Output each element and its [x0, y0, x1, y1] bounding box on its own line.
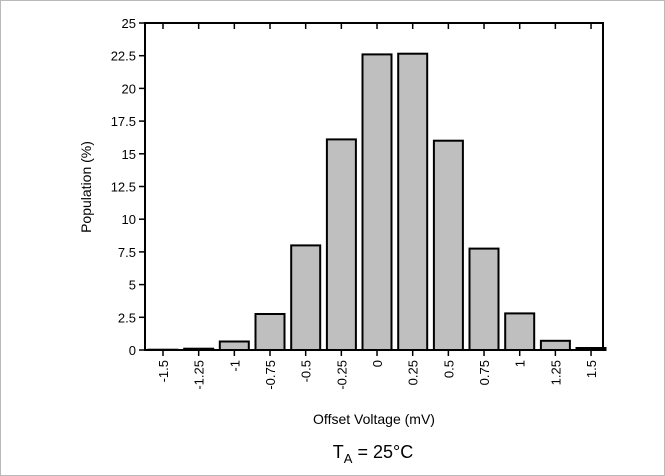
temperature-caption: TA = 25°C	[333, 442, 413, 466]
bar--0.75	[254, 313, 286, 351]
x-tick-label: 0.75	[477, 360, 492, 385]
y-axis: 0 2.5 5 7.5 10 12.5 15 17.5 20 22.5 25	[111, 16, 145, 358]
y-tick-label: 22.5	[111, 49, 136, 64]
x-axis: -1.5 -1.25 -1 -0.75 -0.5 -0.25 0 0.25 0.5 0.75 1 1.…	[156, 23, 599, 390]
y-tick-label: 10	[122, 212, 136, 227]
x-tick-label: -0.5	[299, 360, 314, 382]
bar--0.5	[290, 244, 322, 351]
x-axis-title: Offset Voltage (mV)	[313, 411, 435, 427]
y-tick-label: 7.5	[118, 245, 136, 260]
x-tick-label: 1.5	[584, 360, 599, 378]
y-tick-label: 25	[122, 16, 136, 31]
bar--0.25	[325, 138, 357, 351]
bar-0	[361, 53, 393, 352]
y-tick-label: 20	[122, 81, 136, 96]
y-tick-label: 15	[122, 147, 136, 162]
x-tick-label: 1.25	[548, 360, 563, 385]
caption-main: T	[333, 442, 344, 462]
bar--1	[218, 340, 250, 351]
x-tick-label: -1.25	[192, 360, 207, 390]
caption-subscript: A	[344, 451, 353, 466]
y-axis-title: Population (%)	[78, 141, 94, 233]
x-tick-label: 1	[513, 360, 528, 367]
x-tick-label: -1.5	[156, 360, 171, 382]
x-tick-label: 0.5	[441, 360, 456, 378]
caption-rest: = 25°C	[352, 442, 413, 462]
x-tick-label: -1	[227, 360, 242, 372]
x-tick-label: -0.25	[334, 360, 349, 390]
bar-0.5	[432, 139, 464, 351]
bar-0.25	[397, 52, 429, 351]
y-tick-label: 17.5	[111, 114, 136, 129]
y-tick-label: 5	[129, 278, 136, 293]
x-tick-label: -0.75	[263, 360, 278, 390]
y-tick-label: 12.5	[111, 180, 136, 195]
x-tick-label: 0.25	[406, 360, 421, 385]
y-tick-label: 0	[129, 343, 136, 358]
bar-1	[504, 312, 536, 351]
x-tick-label: 0	[370, 360, 385, 367]
y-tick-label: 2.5	[118, 310, 136, 325]
bars-group	[147, 52, 607, 352]
bar-1.25	[539, 339, 571, 351]
bar-0.75	[468, 247, 500, 352]
